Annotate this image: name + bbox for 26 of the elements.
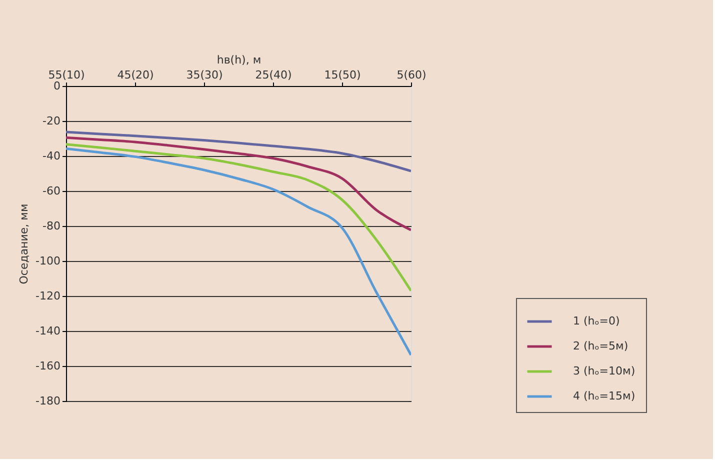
y-tick-label: -140 — [36, 324, 60, 338]
legend-label: 3 (hₒ=10м) — [573, 364, 636, 378]
y-tick-label: 0 — [54, 80, 60, 92]
y-tick-label: -180 — [36, 394, 60, 408]
line-series — [66, 147, 411, 356]
y-axis-title: Оседание, мм — [18, 204, 31, 284]
x-axis-title: hв(h), м — [216, 54, 262, 66]
line-series — [66, 136, 411, 232]
legend-label: 2 (hₒ=5м) — [573, 340, 628, 352]
x-tick-label: 55(10) — [48, 68, 85, 82]
x-tick-label: 5(60) — [396, 68, 426, 82]
x-tick-label: 25(40) — [255, 68, 292, 82]
y-tick-label: -120 — [36, 290, 60, 302]
legend-label: 4 (hₒ=15м) — [573, 390, 636, 402]
legend-label: 1 (hₒ=0) — [573, 314, 620, 328]
y-tick-label: -20 — [42, 114, 60, 128]
x-tick-label: 35(30) — [186, 68, 223, 82]
y-tick-label: -80 — [42, 220, 60, 232]
y-tick-label: -160 — [36, 360, 60, 372]
y-tick-label: -60 — [42, 184, 60, 198]
x-tick-label: 45(20) — [117, 68, 154, 82]
line-series — [66, 130, 411, 172]
x-tick-label: 15(50) — [324, 68, 361, 82]
line-series — [66, 143, 411, 292]
y-tick-label: -40 — [42, 150, 60, 162]
y-tick-label: -100 — [36, 254, 60, 268]
